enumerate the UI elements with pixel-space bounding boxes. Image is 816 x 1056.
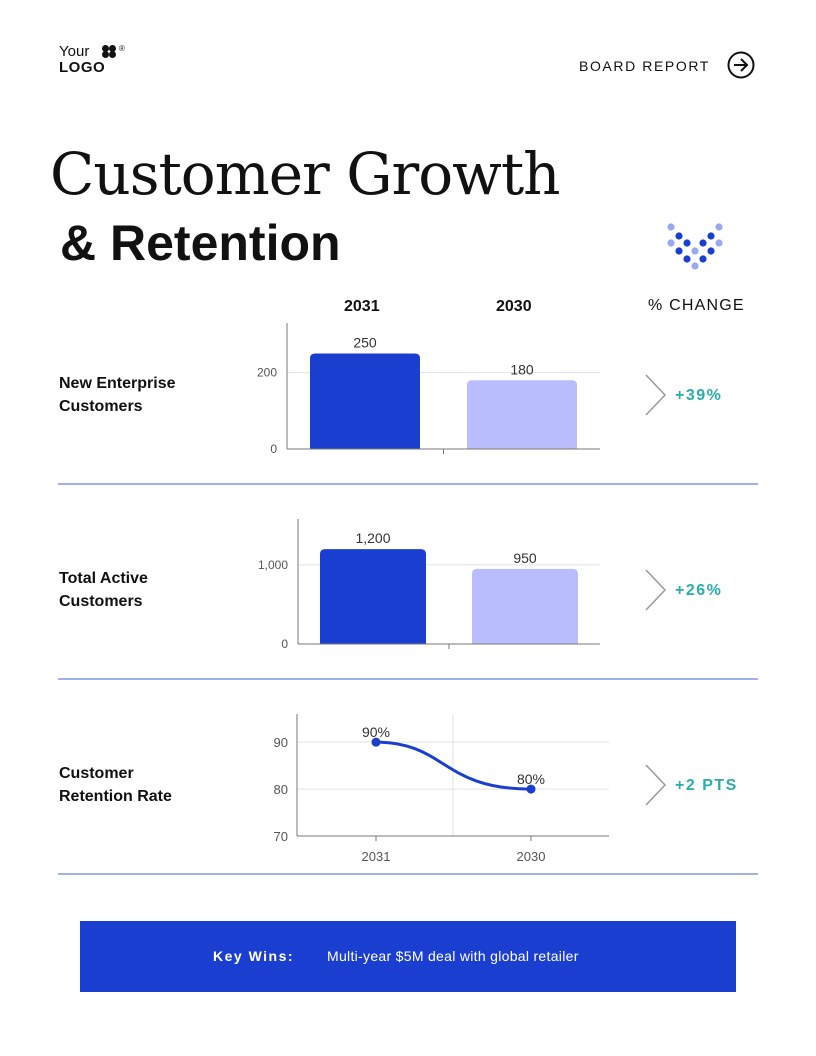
column-header-2031: 2031 [344, 298, 380, 315]
series-line [375, 740, 532, 791]
data-label: 90% [362, 724, 390, 740]
decor-dot [675, 247, 683, 255]
decor-dot [707, 247, 715, 255]
data-label: 80% [517, 771, 545, 787]
data-label: 180 [510, 361, 534, 377]
row-label-new-enterprise: New Enterprise Customers [59, 375, 176, 415]
decor-dot [675, 232, 683, 240]
decor-dot [715, 223, 723, 231]
decor-dot [691, 262, 699, 270]
row-label-retention: Customer Retention Rate [59, 765, 172, 805]
change-value: +39% [675, 387, 723, 404]
y-tick-label: 70 [274, 829, 288, 844]
chevron-right-icon [645, 569, 667, 611]
decor-dot [699, 239, 707, 247]
logo-clover-icon [102, 45, 116, 58]
decor-dot [683, 255, 691, 263]
y-tick-label: 90 [274, 735, 288, 750]
decor-dot [667, 223, 675, 231]
column-header-2030: 2030 [496, 298, 532, 315]
row-label-total-active: Total Active Customers [59, 570, 148, 610]
y-tick-label: 0 [281, 637, 288, 651]
x-tick-label: 2031 [362, 849, 391, 864]
board-report-label[interactable]: BOARD REPORT [579, 58, 710, 74]
divider [58, 678, 758, 680]
y-tick-label: 0 [270, 442, 277, 456]
data-label: 1,200 [355, 530, 390, 546]
dotted-v-decoration-icon [667, 223, 723, 270]
decor-dot [715, 239, 723, 247]
y-tick-label: 80 [274, 782, 288, 797]
data-label: 250 [353, 335, 377, 351]
bar-2031 [310, 353, 420, 449]
page-title-line1: Customer Growth [50, 140, 560, 208]
data-label: 950 [513, 550, 537, 566]
column-header-change: % CHANGE [648, 297, 745, 314]
registered-mark: ® [119, 44, 125, 53]
decor-dot [683, 239, 691, 247]
page-title-line2: & Retention [60, 215, 341, 271]
arrow-right-circle-icon[interactable] [727, 51, 755, 79]
decor-dot [691, 247, 699, 255]
decor-dot [707, 232, 715, 240]
divider [58, 873, 758, 875]
bar-2031 [320, 549, 426, 644]
key-wins-banner: Key Wins: Multi-year $5M deal with globa… [80, 921, 736, 992]
x-tick-label: 2030 [517, 849, 546, 864]
key-wins-value: Multi-year $5M deal with global retailer [327, 948, 579, 964]
divider [58, 483, 758, 485]
logo-text-logo: LOGO [59, 59, 106, 76]
key-wins-label: Key Wins: [213, 948, 295, 964]
chevron-right-icon [645, 764, 667, 806]
data-point-2031 [371, 737, 381, 747]
change-value: +26% [675, 582, 723, 599]
chevron-right-icon [645, 374, 667, 416]
decor-dot [699, 255, 707, 263]
change-value: +2 PTS [675, 777, 738, 794]
line-chart: 70 80 90 90% 2031 80% 2030 [274, 714, 609, 864]
bar-2030 [472, 568, 578, 644]
bar-chart-2: 0 1,000 1,200 950 [258, 519, 600, 651]
bar-chart-1: 0 200 250 180 [257, 323, 600, 456]
y-tick-label: 200 [257, 366, 277, 380]
y-tick-label: 1,000 [258, 558, 288, 572]
logo-text-your: Your [59, 43, 90, 60]
data-point-2030 [526, 784, 536, 794]
bar-2030 [467, 380, 577, 449]
decor-dot [667, 239, 675, 247]
